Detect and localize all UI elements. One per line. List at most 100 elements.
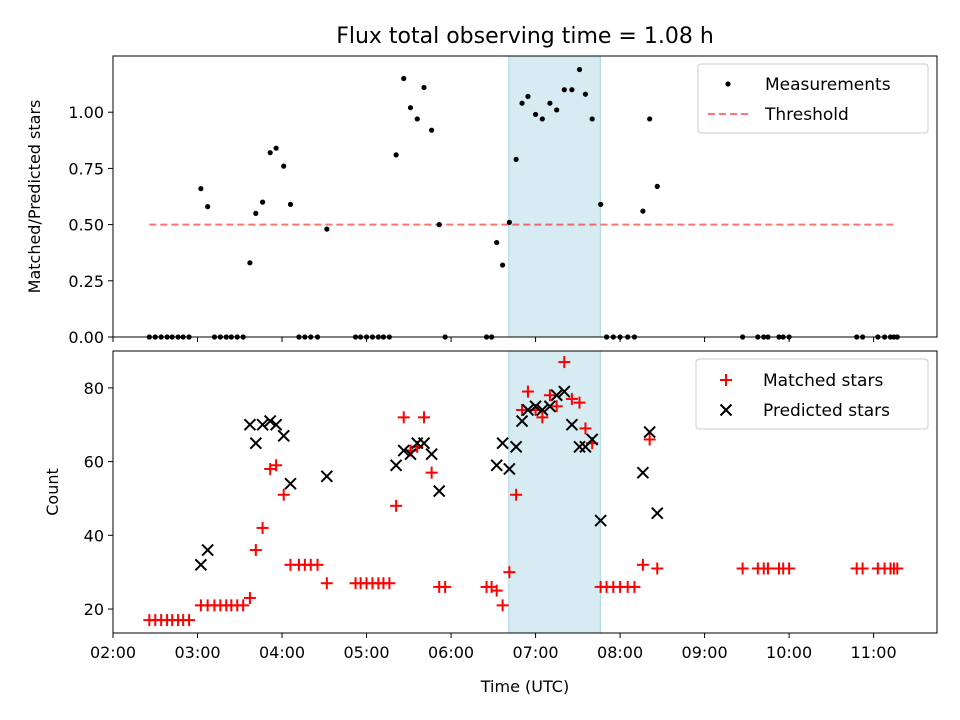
measurement-point bbox=[525, 93, 531, 100]
y-tick-label: 40 bbox=[84, 526, 104, 545]
predicted-star-point-b bbox=[636, 466, 650, 479]
bottom-y-axis-label: Count bbox=[43, 468, 62, 516]
x-tick-label: 05:00 bbox=[343, 643, 389, 662]
top-axes-frame bbox=[112, 55, 938, 338]
legend-marker-predicted bbox=[719, 403, 733, 417]
predicted-star-point-b bbox=[585, 433, 599, 446]
x-tick-label: 06:00 bbox=[428, 643, 474, 662]
x-axis-label: Time (UTC) bbox=[480, 677, 569, 696]
measurement-point bbox=[273, 145, 279, 151]
measurement-point bbox=[561, 87, 567, 93]
measurement-point bbox=[647, 116, 653, 122]
measurement-point bbox=[582, 91, 589, 97]
matched-star-point bbox=[418, 411, 431, 424]
matched-star-point bbox=[256, 521, 269, 534]
matched-star-point bbox=[516, 403, 529, 416]
legend-cross bbox=[719, 403, 733, 417]
matched-star-point bbox=[565, 392, 578, 405]
predicted-star-point-b bbox=[269, 418, 283, 431]
predicted-star-point bbox=[543, 400, 557, 413]
predicted-star-point-b bbox=[543, 400, 557, 413]
predicted-star-point bbox=[536, 403, 549, 417]
y-tick-label: 0.50 bbox=[68, 216, 104, 235]
predicted-star-point-b bbox=[320, 470, 334, 483]
matched-star-point bbox=[390, 499, 403, 512]
predicted-star-point-b bbox=[277, 429, 290, 442]
predicted-star-point-b bbox=[249, 436, 263, 450]
x-tick-label: 08:00 bbox=[597, 643, 643, 662]
matched-star-point bbox=[277, 488, 290, 501]
predicted-star-point-b bbox=[558, 385, 571, 398]
predicted-star-point-b bbox=[425, 448, 438, 461]
y-tick-label: 20 bbox=[84, 600, 104, 619]
predicted-star-point bbox=[643, 425, 656, 439]
predicted-star-point bbox=[256, 418, 269, 431]
measurement-point bbox=[247, 260, 253, 266]
predicted-star-point-b bbox=[397, 444, 410, 457]
predicted-star-point-b bbox=[509, 440, 523, 454]
matched-star-point bbox=[270, 459, 283, 472]
measurement-point bbox=[554, 107, 560, 113]
matched-star-point bbox=[636, 558, 649, 571]
x-tick-label: 11:00 bbox=[851, 643, 897, 662]
predicted-star-point-b bbox=[565, 418, 579, 431]
predicted-star-point bbox=[277, 429, 290, 442]
y-tick-label: 0.00 bbox=[68, 328, 104, 347]
predicted-star-point bbox=[389, 459, 403, 472]
predicted-star-point-b bbox=[201, 543, 214, 557]
legend-label-predicted: Predicted stars bbox=[763, 401, 890, 421]
measurement-point bbox=[547, 100, 553, 106]
matched-star-point bbox=[543, 389, 556, 402]
predicted-star-point bbox=[417, 436, 431, 450]
predicted-star-point bbox=[558, 385, 571, 398]
measurement-point bbox=[589, 116, 595, 122]
matched-star-point bbox=[320, 577, 333, 590]
measurement-point bbox=[532, 111, 539, 118]
predicted-star-point bbox=[521, 403, 535, 417]
legend-label-measurements: Measurements bbox=[765, 75, 891, 95]
predicted-star-point-b bbox=[194, 558, 208, 572]
matched-star-point bbox=[510, 488, 523, 501]
legend-marker-measurements bbox=[725, 81, 731, 87]
legend-label-threshold: Threshold bbox=[764, 105, 849, 125]
matched-star-point bbox=[503, 566, 516, 579]
y-tick-label: 80 bbox=[84, 379, 104, 398]
matched-star-point bbox=[579, 422, 592, 435]
matched-star-point bbox=[761, 562, 774, 575]
matched-star-point bbox=[783, 562, 796, 575]
predicted-star-point-b bbox=[503, 462, 516, 476]
predicted-star-point bbox=[201, 543, 214, 557]
matched-star-point bbox=[243, 591, 256, 604]
predicted-star-point bbox=[515, 414, 529, 428]
matched-star-point bbox=[183, 614, 196, 627]
measurement-point bbox=[287, 201, 294, 207]
top-y-axis-label: Matched/Predicted stars bbox=[25, 100, 44, 294]
predicted-star-point-b bbox=[515, 414, 529, 428]
predicted-star-point-b bbox=[256, 418, 269, 431]
predicted-star-point-b bbox=[643, 425, 656, 439]
measurement-point bbox=[500, 262, 506, 268]
predicted-star-point bbox=[269, 418, 283, 431]
predicted-star-point-b bbox=[496, 436, 509, 450]
legend-box bbox=[697, 63, 929, 134]
measurement-point bbox=[407, 105, 414, 111]
measurement-point bbox=[253, 210, 259, 216]
predicted-star-point bbox=[651, 506, 664, 520]
matched-star-point bbox=[383, 577, 396, 590]
x-tick-label: 10:00 bbox=[766, 643, 812, 662]
y-tick-label: 0.75 bbox=[68, 159, 104, 178]
predicted-star-point-b bbox=[389, 459, 403, 472]
matched-star-point bbox=[536, 411, 549, 424]
matched-star-point bbox=[237, 599, 250, 612]
flux-ratio-panel: 0.00 0.25 0.50 0.75 1.00 Flux total observin… bbox=[25, 24, 938, 347]
predicted-star-point-b bbox=[263, 414, 277, 428]
predicted-star-point-b bbox=[404, 448, 417, 461]
predicted-star-point bbox=[509, 440, 523, 454]
y-tick-label: 60 bbox=[84, 453, 104, 472]
measurement-point bbox=[259, 199, 266, 205]
matched-star-point bbox=[439, 580, 452, 593]
matched-star-point bbox=[891, 562, 904, 575]
measurement-point bbox=[205, 204, 211, 210]
measurement-point bbox=[414, 116, 420, 122]
